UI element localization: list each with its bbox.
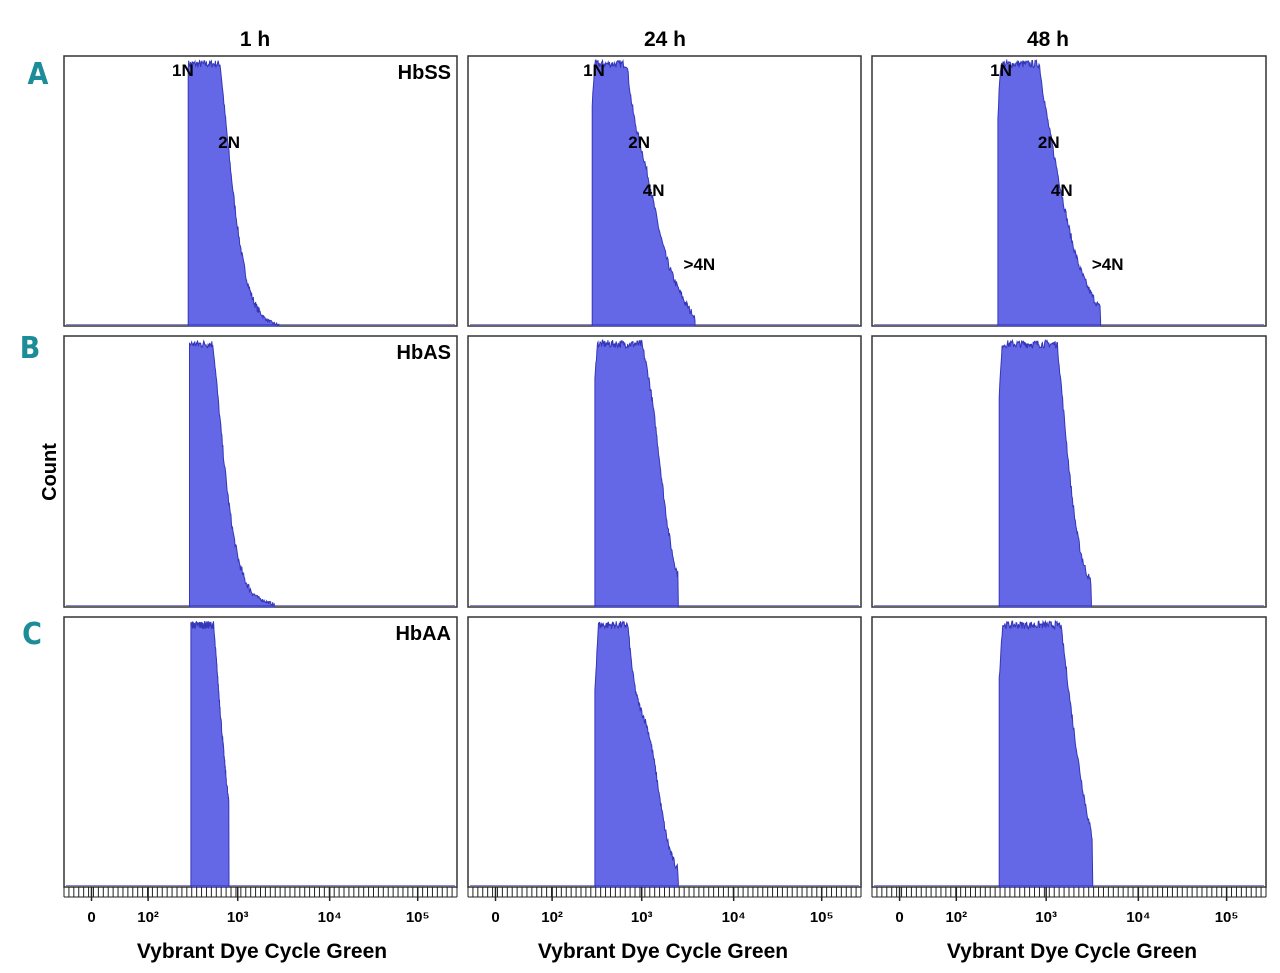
genotype-label: HbSS [398, 62, 451, 84]
histogram-panel-a-1h: HbSS 1N 2N [63, 55, 458, 327]
x-tick-label: 10⁴ [318, 909, 342, 926]
x-tick-label: 10⁵ [406, 909, 430, 926]
x-tick-label: 10² [945, 909, 967, 926]
column-title-48h: 48 h [1027, 28, 1069, 51]
row-label-a: A [28, 57, 49, 92]
row-label-c: C [22, 617, 42, 652]
histogram-area [594, 339, 679, 608]
column-title-24h: 24 h [644, 28, 686, 51]
x-tick-label: 10³ [227, 909, 249, 926]
histogram-panel-b-1h: HbAS [63, 335, 458, 608]
row-label-b: B [20, 331, 41, 366]
genotype-label: HbAA [395, 623, 451, 645]
x-tick-label: 10⁵ [1215, 909, 1239, 926]
histogram-area [190, 620, 230, 888]
panel-frame [63, 55, 458, 327]
genotype-label: HbAS [397, 342, 451, 364]
peak-label-1n: 1N [172, 61, 194, 80]
x-axis-label-col2: Vybrant Dye Cycle Green [538, 940, 788, 963]
histogram-panel-b-24h [467, 335, 862, 608]
x-tick-label: 10⁵ [810, 909, 834, 926]
x-tick-label: 10⁴ [1126, 909, 1150, 926]
peak-label-2n: 2N [628, 133, 650, 152]
panel-frame [63, 616, 458, 888]
peak-label-2n: 2N [1038, 133, 1060, 152]
peak-label-gt4n: >4N [1092, 255, 1124, 274]
histogram-area [189, 339, 275, 608]
peak-label-gt4n: >4N [684, 255, 716, 274]
histogram-panel-a-48h: 1N 2N 4N >4N [871, 55, 1267, 327]
peak-label-1n: 1N [583, 61, 605, 80]
x-tick-label: 0 [491, 909, 499, 926]
histogram-panel-a-24h: 1N 2N 4N >4N [467, 55, 862, 327]
peak-label-4n: 4N [1051, 181, 1073, 200]
x-tick-label: 10² [137, 909, 159, 926]
x-axis-ticks: 0 10² 10³ 10⁴ 10⁵ [63, 887, 458, 926]
x-tick-label: 10⁴ [722, 909, 746, 926]
histogram-area [998, 338, 1092, 608]
histogram-area [187, 59, 280, 327]
y-axis-label: Count [39, 443, 61, 501]
column-title-1h: 1 h [240, 28, 270, 51]
x-tick-label: 0 [895, 909, 903, 926]
histogram-panel-c-48h: 0 10² 10³ 10⁴ 10⁵ [871, 616, 1267, 926]
x-tick-label: 10³ [631, 909, 653, 926]
histogram-area [594, 620, 679, 888]
x-axis-label-col3: Vybrant Dye Cycle Green [947, 940, 1197, 963]
histogram-panel-c-24h: 0 10² 10³ 10⁴ 10⁵ [467, 616, 862, 926]
histogram-panel-b-48h [871, 335, 1267, 608]
histogram-area [997, 58, 1102, 327]
histogram-panel-c-1h: HbAA 0 10² 10³ 10⁴ 10⁵ [63, 616, 458, 926]
peak-label-1n: 1N [990, 61, 1012, 80]
x-tick-label: 10² [541, 909, 563, 926]
x-axis-label-col1: Vybrant Dye Cycle Green [137, 940, 387, 963]
peak-label-4n: 4N [643, 181, 665, 200]
x-axis-ticks: 0 10² 10³ 10⁴ 10⁵ [467, 887, 862, 926]
x-tick-label: 0 [87, 909, 95, 926]
peak-label-2n: 2N [218, 133, 240, 152]
panel-grid: HbSS 1N 2N 1N 2N 4N >4N 1N 2N 4N >4N HbAS HbAA 0 10² 10… [63, 55, 1267, 926]
x-axis-ticks: 0 10² 10³ 10⁴ 10⁵ [871, 887, 1267, 926]
histogram-area [998, 619, 1094, 888]
histogram-area [591, 58, 696, 327]
x-tick-label: 10³ [1035, 909, 1057, 926]
panel-frame [63, 335, 458, 608]
